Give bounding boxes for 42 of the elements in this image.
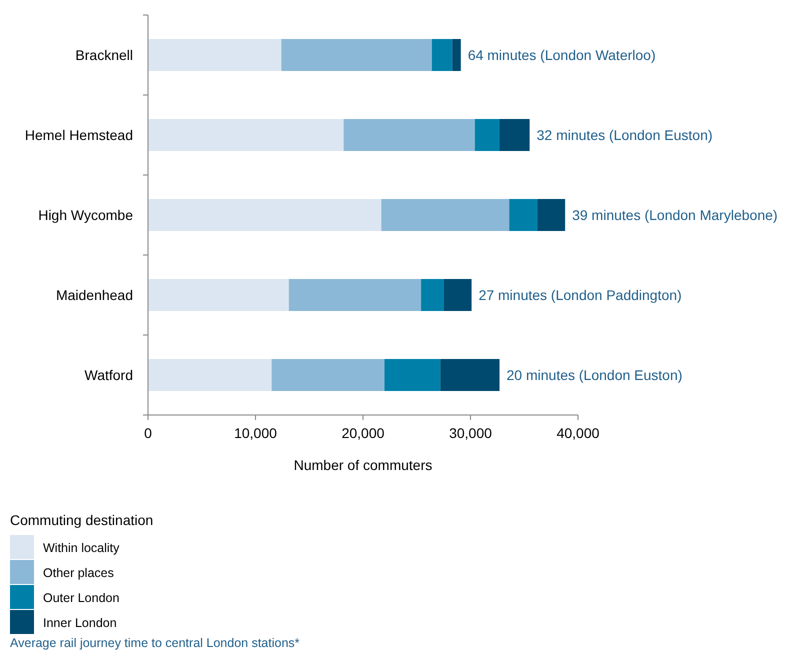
bar [148,199,382,231]
x-tick-label: 10,000 [234,425,278,441]
bar [148,279,289,311]
bar [148,119,344,151]
x-tick-label: 0 [144,425,152,441]
legend-label: Outer London [43,591,120,605]
annotation: 32 minutes (London Euston) [536,127,713,143]
bar [272,359,384,391]
bar [444,279,472,311]
y-tick-label: Maidenhead [56,287,133,303]
x-tick-label: 40,000 [556,425,600,441]
annotation: 64 minutes (London Waterloo) [468,47,656,63]
bar [500,119,530,151]
bar [440,359,500,391]
annotation: 20 minutes (London Euston) [506,367,682,383]
legend-label: Within locality [43,541,120,555]
y-tick-label: Bracknell [75,47,133,63]
bar [537,199,566,231]
bar [148,39,282,71]
bar [281,39,432,71]
bar [452,39,461,71]
annotation: 39 minutes (London Marylebone) [572,207,778,223]
y-tick-label: Hemel Hemstead [24,127,133,143]
legend-title: Commuting destination [10,512,154,528]
x-axis-title: Number of commuters [294,457,432,473]
bar [381,199,510,231]
x-tick-label: 30,000 [449,425,492,441]
x-tick-label: 20,000 [342,425,385,441]
y-tick-label: Watford [84,367,133,383]
legend-label: Other places [43,566,114,580]
text: Average rail journey time to central London stations* [10,636,300,650]
bar [344,119,475,151]
bar [421,279,444,311]
bar [432,39,452,71]
legend-label: Inner London [43,616,117,630]
annotation: 27 minutes (London Paddington) [478,287,682,303]
bar [384,359,440,391]
bar [288,279,422,311]
y-tick-label: High Wycombe [38,207,134,223]
bar [148,359,272,391]
bar [474,119,500,151]
bar [509,199,538,231]
